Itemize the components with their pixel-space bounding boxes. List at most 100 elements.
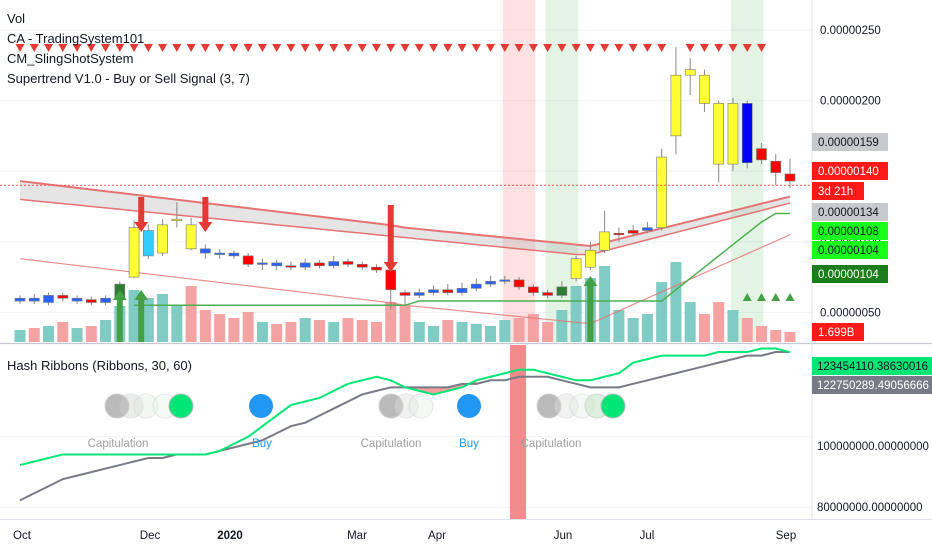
volume-bar: [399, 306, 411, 342]
hash-signal-dot: [378, 393, 404, 419]
sell-triangle: [642, 44, 652, 52]
candle-body: [157, 224, 168, 254]
candle-body: [784, 173, 796, 182]
hash-annotation: Buy: [252, 438, 272, 450]
sell-triangle: [257, 44, 267, 52]
volume-bar: [228, 318, 240, 342]
price-tag-bg: [812, 241, 888, 259]
candle-body: [470, 283, 482, 289]
candle-body: [542, 292, 553, 296]
volume-bar: [684, 302, 696, 342]
candle-body: [328, 261, 340, 267]
sell-triangle: [528, 44, 538, 52]
sell-triangle: [414, 44, 424, 52]
candle-body: [242, 255, 254, 265]
sell-triangle: [343, 44, 353, 52]
sell-triangle: [58, 44, 68, 52]
buy-signal-dot: [249, 394, 273, 418]
sell-triangle: [486, 44, 496, 52]
volume-bar: [128, 290, 140, 342]
sell-triangle: [44, 44, 54, 52]
candle-body: [85, 299, 97, 303]
candle-body: [556, 286, 568, 296]
price-tick-label: 0.00000050: [820, 307, 881, 319]
sell-triangle: [386, 44, 396, 52]
hash-tick-label: 100000000.00000000: [817, 441, 929, 453]
legend: Vol CA - TradingSystem101 CM_SlingShotSyst…: [7, 11, 250, 373]
candle-body: [143, 230, 154, 257]
hash-signal-dot: [118, 393, 144, 419]
volume-bar: [456, 322, 468, 342]
buy-arrow-head: [112, 290, 127, 300]
hash-signal-dot: [133, 393, 159, 419]
volume-bar: [599, 266, 611, 342]
volume-bar: [741, 318, 753, 342]
sell-triangle: [514, 44, 524, 52]
candle-body: [756, 148, 767, 161]
hash-slow-line: [19, 351, 790, 502]
volume-bar: [342, 318, 354, 342]
time-tick-label: Jun: [554, 530, 573, 542]
volume-bar: [698, 314, 710, 342]
candle-body: [485, 280, 496, 285]
sell-triangle: [115, 44, 125, 52]
volume-bar: [313, 320, 325, 342]
sell-arrow-head: [198, 222, 213, 232]
candle-body: [185, 224, 197, 250]
hash-signal-dot: [553, 393, 579, 419]
sell-arrow-shaft: [202, 197, 209, 222]
hash-tag-bg: [812, 357, 932, 375]
buy-triangle: [742, 293, 752, 301]
sell-triangle: [143, 44, 153, 52]
sell-triangle: [543, 44, 553, 52]
price-axis: 0.000002500.000002000.000001500.00000100…: [812, 25, 932, 514]
volume-bar: [214, 314, 226, 342]
price-tag-label: 1.699B: [818, 327, 855, 339]
sell-triangle: [728, 44, 738, 52]
sell-arrow-shaft: [138, 197, 145, 222]
volume-bar: [199, 310, 211, 342]
volume-bar: [656, 282, 668, 342]
signal-band: [730, 0, 764, 342]
sell-triangle: [685, 44, 695, 52]
hash-ribbons-pane: Capitulation Buy Capitulation Buy Capitulati…: [19, 345, 791, 520]
candle-body: [456, 288, 468, 293]
volume-bar: [470, 324, 482, 342]
price-legend-item: CM_SlingShotSystem: [7, 51, 133, 66]
price-tag-label: 0.00000159: [818, 137, 879, 149]
volume-bar: [428, 326, 440, 342]
price-tag-bg: [812, 265, 888, 283]
sell-triangle: [243, 44, 253, 52]
candle-body: [257, 262, 268, 265]
candle-body: [442, 289, 454, 293]
sell-triangle: [699, 44, 709, 52]
price-tag-bg: [812, 222, 888, 240]
buy-triangle: [785, 293, 795, 301]
volume-bar: [242, 312, 254, 342]
candle-body: [684, 69, 696, 76]
candle-body: [741, 103, 753, 164]
sell-triangle: [657, 44, 667, 52]
time-tick-label: 2020: [217, 530, 243, 542]
volume-bar: [71, 328, 83, 342]
sell-triangle: [714, 44, 724, 52]
sell-arrow-head: [134, 222, 149, 232]
candle-body: [599, 231, 610, 251]
volume-bar: [727, 310, 739, 342]
volume-bar: [670, 262, 682, 342]
volume-bar: [85, 326, 97, 342]
sell-triangle: [72, 44, 82, 52]
candle-body: [713, 103, 725, 165]
sell-triangle: [585, 44, 595, 52]
buy-arrow-head: [134, 290, 149, 300]
volume-bar: [784, 332, 796, 342]
volume-bar: [157, 294, 169, 342]
candle-body: [656, 156, 667, 228]
volume-bar: [43, 326, 55, 342]
volume-bar: [770, 330, 782, 342]
sell-triangle: [756, 44, 766, 52]
buy-arrow-head: [583, 276, 598, 286]
candle-body: [71, 297, 83, 302]
candle-body: [28, 297, 40, 302]
